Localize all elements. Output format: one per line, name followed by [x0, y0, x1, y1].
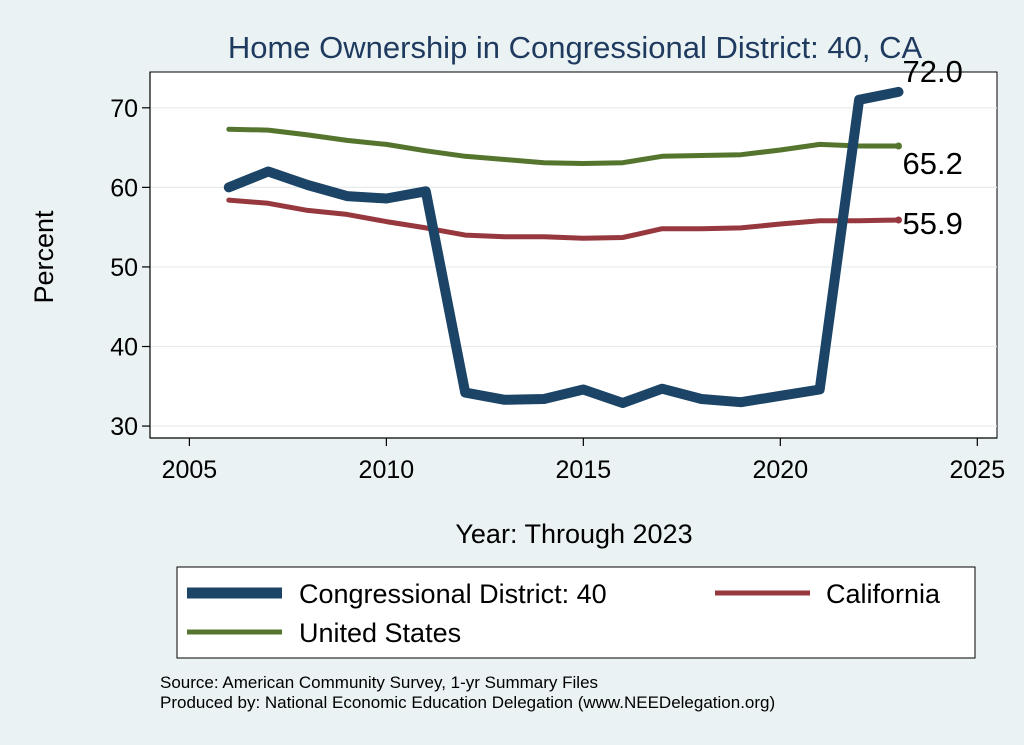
series-line-california [226, 197, 901, 241]
end-label-district: 72.0 [903, 54, 963, 89]
y-tick-label: 30 [110, 413, 138, 441]
produced-by-line: Produced by: National Economic Education… [160, 693, 775, 712]
end-labels: 72.0 55.9 65.2 [895, 54, 963, 241]
plot-area [149, 71, 998, 439]
legend-label-united-states: United States [299, 618, 461, 648]
legend-label-california: California [826, 579, 941, 609]
end-point-united-states [895, 142, 903, 150]
x-tick-label: 2015 [556, 456, 612, 484]
end-point-district [895, 88, 903, 96]
y-tick-label: 40 [110, 334, 138, 362]
y-tick-label: 50 [110, 254, 138, 282]
x-axis-label: Year: Through 2023 [455, 519, 692, 549]
y-tick-label: 60 [110, 174, 138, 202]
end-point-california [895, 216, 903, 224]
end-label-united-states: 65.2 [903, 146, 963, 181]
y-axis-label: Percent [29, 210, 59, 304]
legend: Congressional District: 40 California Un… [176, 566, 976, 659]
x-tick-label: 2010 [359, 456, 415, 484]
x-tick-label: 2025 [949, 456, 1005, 484]
grid-lines [150, 107, 997, 427]
series-line-united-states [226, 126, 901, 166]
series-layer [223, 86, 904, 408]
x-tick-label: 2020 [753, 456, 809, 484]
x-tick-label: 2005 [162, 456, 218, 484]
chart-title: Home Ownership in Congressional District… [228, 30, 923, 65]
source-line: Source: American Community Survey, 1-yr … [160, 673, 598, 692]
x-axis: 2005 2010 2015 2020 2025 [150, 437, 1005, 484]
y-axis: 30 40 50 60 70 [110, 72, 151, 441]
y-tick-label: 70 [110, 95, 138, 123]
legend-label-district: Congressional District: 40 [299, 579, 607, 609]
legend-box [176, 566, 976, 659]
series-line-district [223, 86, 904, 408]
end-label-california: 55.9 [903, 206, 963, 241]
